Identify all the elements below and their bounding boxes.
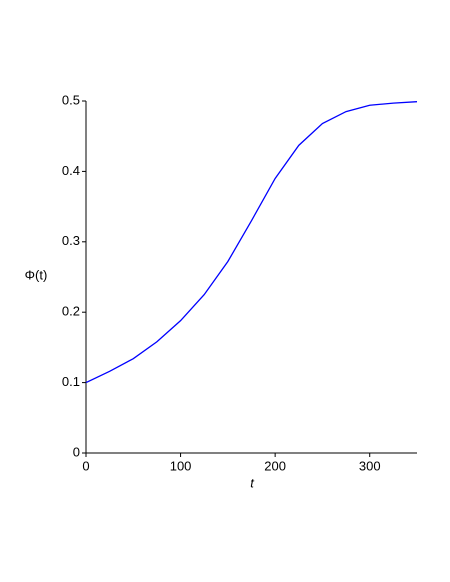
- y-tick-label: 0.2: [62, 304, 80, 319]
- x-axis-label: t: [250, 475, 255, 490]
- y-tick-label: 0: [73, 444, 80, 459]
- data-line: [85, 101, 418, 384]
- x-tick-label: 200: [264, 458, 286, 473]
- y-axis-label: Φ(t): [25, 267, 48, 282]
- x-tick-label: 0: [82, 458, 89, 473]
- x-tick-label: 100: [170, 458, 192, 473]
- y-tick-label: 0.1: [62, 374, 80, 389]
- y-tick-label: 0.3: [62, 233, 80, 248]
- y-tick-label: 0.5: [62, 92, 80, 107]
- y-tick-label: 0.4: [62, 163, 80, 178]
- x-tick-label: 300: [359, 458, 381, 473]
